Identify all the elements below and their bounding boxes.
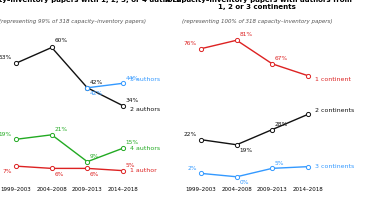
Text: 15%: 15% xyxy=(126,140,139,145)
Text: 5%: 5% xyxy=(126,163,135,168)
Text: 19%: 19% xyxy=(239,148,253,153)
Text: 81%: 81% xyxy=(239,32,253,37)
Text: 2 continents: 2 continents xyxy=(315,108,354,113)
Text: 0%: 0% xyxy=(239,180,249,185)
Text: 1 continent: 1 continent xyxy=(315,77,351,82)
Text: 4 authors: 4 authors xyxy=(130,146,160,151)
Text: 28%: 28% xyxy=(275,122,288,127)
Text: 6%: 6% xyxy=(90,172,100,177)
Text: 42%: 42% xyxy=(90,80,103,85)
Text: % capacity–inventory papers with 1, 2, 3, or 4 authors: % capacity–inventory papers with 1, 2, 3… xyxy=(0,0,180,3)
Text: 34%: 34% xyxy=(126,98,139,103)
Text: 7%: 7% xyxy=(3,169,12,175)
Text: 19%: 19% xyxy=(0,131,12,136)
Text: 42%: 42% xyxy=(90,91,103,96)
Text: 21%: 21% xyxy=(54,127,68,132)
Text: 53%: 53% xyxy=(0,55,12,60)
Text: 44%: 44% xyxy=(126,75,139,80)
Text: 6%: 6% xyxy=(54,172,64,177)
Text: (representing 100% of 318 capacity–inventory papers): (representing 100% of 318 capacity–inven… xyxy=(182,19,332,24)
Text: 22%: 22% xyxy=(184,132,197,137)
Text: 5%: 5% xyxy=(275,161,285,166)
Text: 2%: 2% xyxy=(188,166,197,171)
Text: (representing 99% of 318 capacity–inventory papers): (representing 99% of 318 capacity–invent… xyxy=(0,19,146,24)
Text: 1 author: 1 author xyxy=(130,168,157,173)
Text: 3 continents: 3 continents xyxy=(315,164,354,169)
Text: 2 authors: 2 authors xyxy=(130,107,160,112)
Text: 67%: 67% xyxy=(275,56,288,61)
Text: 3 authors: 3 authors xyxy=(130,77,160,82)
Text: 60%: 60% xyxy=(54,38,68,43)
Text: % capacity–inventory papers with authors from
1, 2 or 3 continents: % capacity–inventory papers with authors… xyxy=(163,0,352,10)
Text: 76%: 76% xyxy=(184,41,197,46)
Text: 9%: 9% xyxy=(90,154,100,159)
